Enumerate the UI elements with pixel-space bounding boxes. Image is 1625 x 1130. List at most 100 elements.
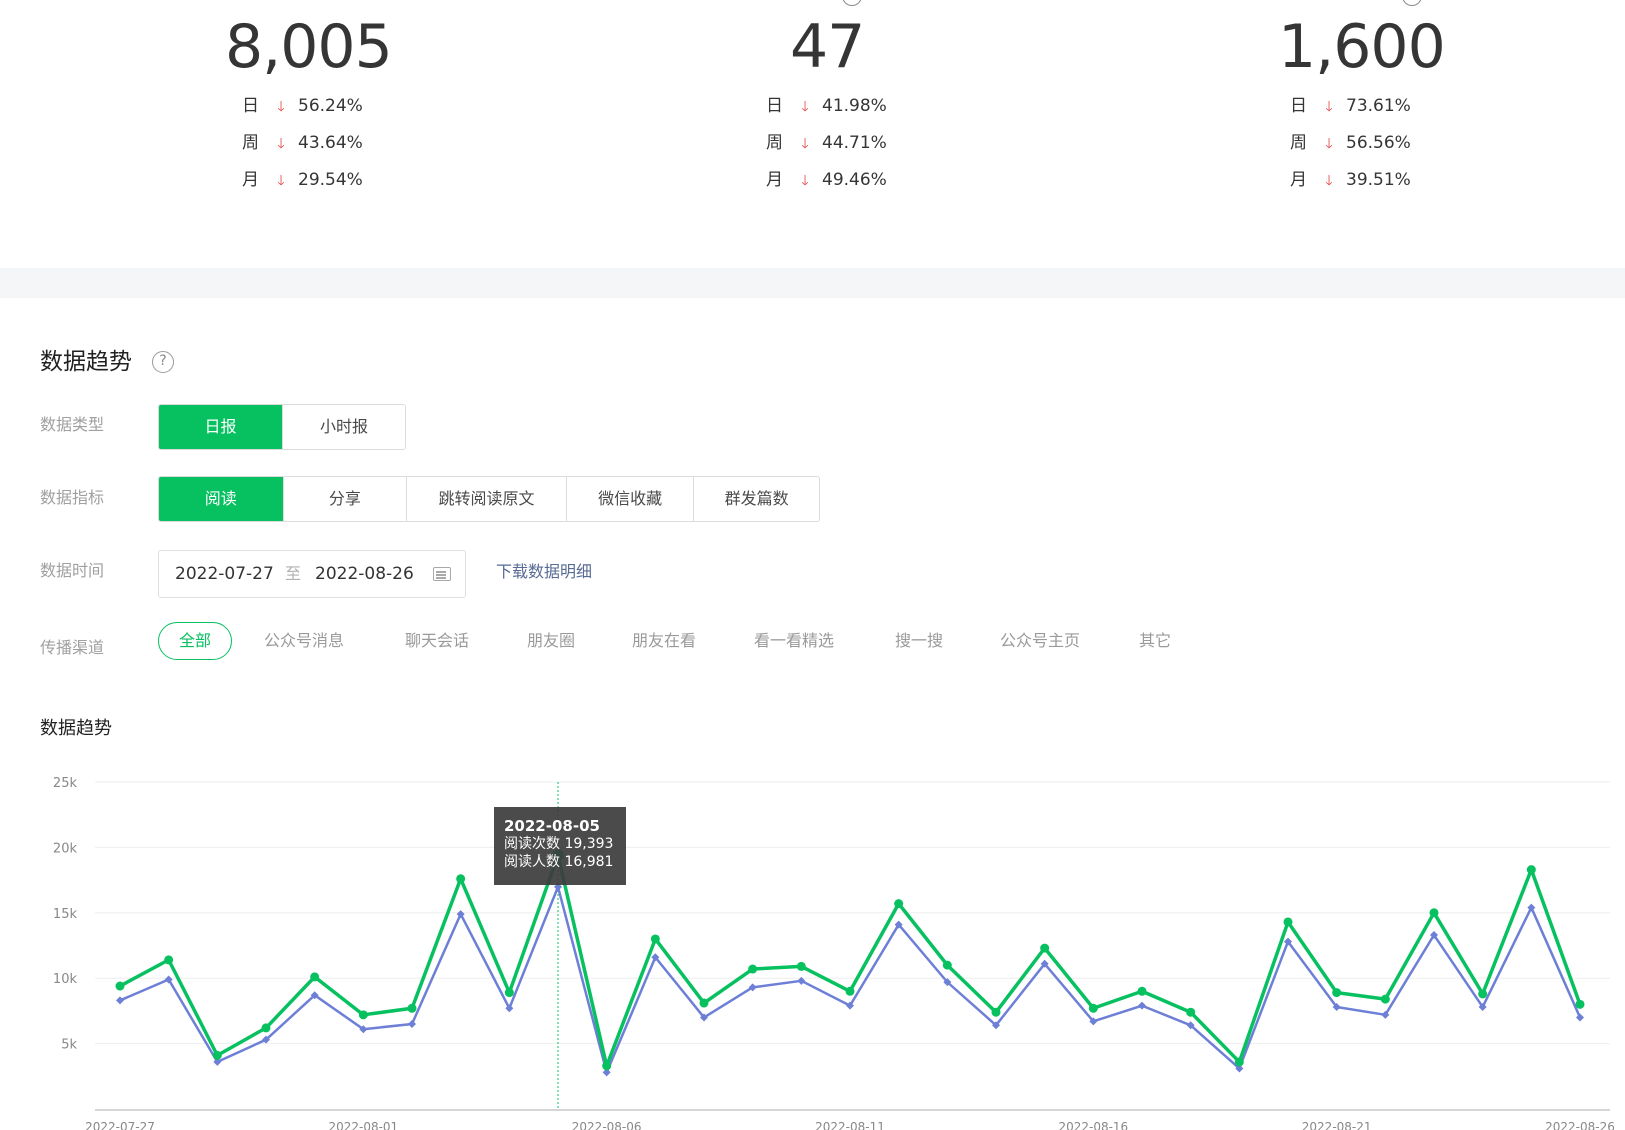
channel-search[interactable]: 搜一搜 (895, 631, 944, 650)
section-divider (0, 268, 1625, 298)
channel-moments[interactable]: 朋友圈 (527, 631, 576, 650)
data-point-readers (1138, 1001, 1146, 1010)
stat-row-day: 日 🡓 41.98% (766, 96, 887, 116)
data-point-readers (602, 1068, 611, 1077)
data-point-readers (1527, 903, 1536, 912)
down-arrow-icon: 🡓 (277, 136, 285, 152)
data-point-reads (748, 964, 758, 974)
data-point-readers (505, 1004, 514, 1013)
data-point-reads (407, 1003, 417, 1013)
data-point-readers (1332, 1002, 1341, 1011)
data-point-reads (212, 1050, 222, 1060)
data-point-readers (213, 1057, 222, 1066)
y-tick-label: 20k (53, 841, 78, 856)
date-range-picker[interactable]: 2022-07-27 至 2022-08-26 (158, 550, 466, 598)
data-point-reads (1040, 943, 1050, 953)
data-point-reads (1380, 994, 1390, 1004)
stat-value: 8,005 (225, 12, 393, 82)
data-point-reads (261, 1023, 271, 1033)
channel-top-stories[interactable]: 看一看精选 (754, 631, 835, 650)
data-point-readers (700, 1013, 708, 1022)
down-arrow-icon: 🡓 (1325, 99, 1333, 115)
data-point-readers (651, 953, 660, 962)
channel-homepage[interactable]: 公众号主页 (1000, 631, 1081, 650)
end-date[interactable]: 2022-08-26 (315, 564, 414, 584)
series-line-readers (119, 885, 1582, 1074)
channel-account-message[interactable]: 公众号消息 (264, 631, 345, 650)
data-time-label: 数据时间 (40, 561, 105, 580)
x-tick-label: 2022-08-21 (1302, 1120, 1372, 1130)
data-point-readers (846, 1001, 854, 1010)
section-title: 数据趋势 (40, 349, 132, 375)
data-point-reads (504, 988, 514, 998)
channel-other[interactable]: 其它 (1139, 631, 1172, 650)
data-point-reads (991, 1007, 1001, 1017)
data-metric-toggle: 阅读 分享 跳转阅读原文 微信收藏 群发篇数 (158, 476, 820, 522)
data-point-reads (1137, 986, 1147, 996)
option-hourly[interactable]: 小时报 (282, 405, 405, 449)
data-point-readers (1478, 1002, 1487, 1011)
data-point-reads (115, 981, 125, 991)
question-circle-icon[interactable]: ? (152, 351, 174, 373)
trend-chart[interactable]: 25k 20k 15k 10k 5k 2022-07-27 2022-08-01 2022-0… (0, 760, 1625, 1130)
data-point-reads (1283, 917, 1293, 927)
down-arrow-icon: 🡓 (277, 173, 285, 189)
option-favorite[interactable]: 微信收藏 (565, 477, 694, 521)
y-tick-label: 5k (61, 1038, 77, 1053)
channel-all[interactable]: 全部 (158, 622, 232, 660)
x-tick-label: 2022-08-26 (1545, 1120, 1615, 1130)
tooltip-date: 2022-08-05 (504, 817, 600, 835)
x-tick-label: 2022-08-06 (572, 1120, 642, 1130)
data-point-reads (699, 998, 709, 1008)
info-icon[interactable] (1402, 0, 1422, 6)
data-point-readers (164, 975, 173, 984)
data-point-reads (1234, 1057, 1244, 1067)
channel-label: 传播渠道 (40, 638, 105, 657)
stat-row-week: 周 🡓 43.64% (242, 133, 363, 153)
channel-friends-watching[interactable]: 朋友在看 (632, 631, 697, 650)
data-point-readers (1576, 1013, 1584, 1022)
download-details-link[interactable]: 下载数据明细 (496, 562, 593, 581)
data-point-readers (1284, 937, 1292, 946)
x-tick-label: 2022-07-27 (85, 1120, 155, 1130)
y-tick-label: 15k (53, 907, 78, 922)
option-original-link[interactable]: 跳转阅读原文 (406, 477, 566, 521)
option-daily[interactable]: 日报 (159, 405, 282, 449)
data-point-readers (1089, 1017, 1098, 1026)
chart-title: 数据趋势 (40, 718, 112, 739)
stat-row-month: 月 🡓 39.51% (1290, 170, 1411, 190)
data-point-reads (358, 1010, 368, 1020)
down-arrow-icon: 🡓 (801, 136, 809, 152)
stat-row-month: 月 🡓 49.46% (766, 170, 887, 190)
y-tick-label: 25k (53, 776, 78, 791)
stat-row-day: 日 🡓 56.24% (242, 96, 363, 116)
data-point-readers (1186, 1021, 1195, 1030)
data-point-reads (1575, 999, 1585, 1009)
option-post-count[interactable]: 群发篇数 (693, 477, 819, 521)
data-point-reads (164, 955, 174, 965)
y-tick-label: 10k (53, 972, 78, 987)
option-share[interactable]: 分享 (282, 477, 407, 521)
stat-row-day: 日 🡓 73.61% (1290, 96, 1411, 116)
data-point-readers (894, 920, 903, 929)
data-point-readers (359, 1025, 368, 1034)
calendar-icon[interactable] (433, 567, 451, 581)
data-point-reads (894, 899, 904, 909)
data-metric-label: 数据指标 (40, 488, 105, 507)
start-date[interactable]: 2022-07-27 (175, 564, 274, 584)
series-line-reads (119, 853, 1582, 1068)
stat-row-month: 月 🡓 29.54% (242, 170, 363, 190)
data-point-readers (1430, 931, 1438, 940)
data-point-reads (456, 874, 466, 884)
down-arrow-icon: 🡓 (1325, 173, 1333, 189)
option-read[interactable]: 阅读 (159, 477, 283, 521)
data-point-reads (650, 934, 660, 944)
data-point-readers (408, 1019, 416, 1028)
data-point-readers (1235, 1064, 1244, 1073)
data-point-readers (943, 978, 952, 987)
info-icon[interactable] (842, 0, 862, 6)
x-tick-label: 2022-08-01 (328, 1120, 398, 1130)
data-point-readers (797, 976, 806, 985)
channel-chat[interactable]: 聊天会话 (405, 631, 470, 650)
data-point-readers (992, 1021, 1000, 1030)
